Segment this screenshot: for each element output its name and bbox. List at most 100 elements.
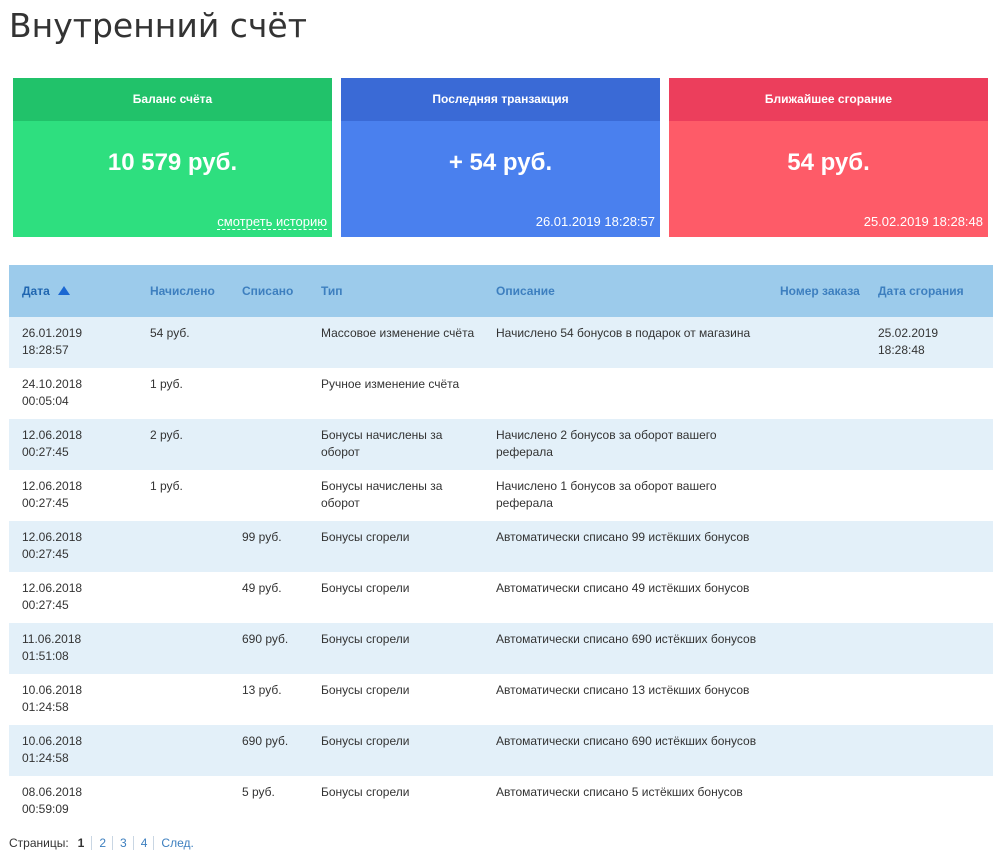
cell-type: Бонусы сгорели <box>321 632 410 646</box>
cell-date: 10.06.2018 01:24:58 <box>9 674 137 725</box>
cell-credited: 54 руб. <box>150 326 190 340</box>
table-row: 12.06.2018 00:27:45 49 руб. Бонусы сгорели А… <box>9 572 993 623</box>
cell-debited: 99 руб. <box>242 530 282 544</box>
cell-description: Автоматически списано 690 истёкших бонус… <box>496 734 757 748</box>
cell-type: Бонусы сгорели <box>321 734 410 748</box>
cell-description: Автоматически списано 5 истёкших бонусов <box>496 785 743 799</box>
cell-credited <box>137 623 229 674</box>
cell-date: 12.06.2018 00:27:45 <box>9 572 137 623</box>
cell-expiration-date: 25.02.2019 18:28:48 <box>865 317 993 368</box>
column-header-date[interactable]: Дата <box>9 265 137 317</box>
cell-date-day: 08.06.2018 <box>22 785 83 799</box>
balance-card-footer: смотреть историю <box>217 214 327 230</box>
column-header-credited[interactable]: Начислено <box>150 284 215 298</box>
column-header-expiration-date[interactable]: Дата сгорания <box>878 284 964 298</box>
cell-order-number <box>767 623 865 674</box>
pagination-page-3[interactable]: 3 <box>112 836 133 850</box>
column-header-debited[interactable]: Списано <box>242 284 294 298</box>
cell-type: Бонусы сгорели <box>321 581 410 595</box>
cell-date: 12.06.2018 00:27:45 <box>9 521 137 572</box>
cell-credited <box>137 725 229 776</box>
cell-date-time: 01:24:58 <box>22 751 69 765</box>
cell-date-day: 24.10.2018 <box>22 377 83 391</box>
table-row: 12.06.2018 00:27:45 1 руб. Бонусы начислены… <box>9 470 993 521</box>
table-header-row: Дата Начислено Списано Тип Описание Номе… <box>9 265 993 317</box>
next-expiration-title: Ближайшее сгорание <box>669 78 988 121</box>
column-header-description[interactable]: Описание <box>496 284 555 298</box>
cell-type: Бонусы начислены за оборот <box>321 428 443 459</box>
cell-date-time: 00:27:45 <box>22 445 69 459</box>
cell-date-time: 00:27:45 <box>22 547 69 561</box>
table-row: 10.06.2018 01:24:58 690 руб. Бонусы сгорели… <box>9 725 993 776</box>
cell-credited: 1 руб. <box>150 377 183 391</box>
cell-order-number <box>767 470 865 521</box>
cell-order-number <box>767 317 865 368</box>
cell-type: Бонусы сгорели <box>321 530 410 544</box>
cell-date-time: 01:51:08 <box>22 649 69 663</box>
cell-date: 11.06.2018 01:51:08 <box>9 623 137 674</box>
cell-date-day: 12.06.2018 <box>22 479 83 493</box>
cell-debited: 690 руб. <box>242 632 289 646</box>
last-transaction-value: + 54 руб. <box>448 149 553 176</box>
cell-expiration-date <box>865 521 993 572</box>
pagination: Страницы: 1 2 3 4 След. <box>9 835 200 851</box>
cell-credited <box>137 674 229 725</box>
page-title: Внутренний счёт <box>9 6 307 45</box>
cell-expiration-date <box>865 623 993 674</box>
cell-date: 08.06.2018 00:59:09 <box>9 776 137 827</box>
cell-debited <box>229 470 308 521</box>
last-transaction-title: Последняя транзакция <box>341 78 660 121</box>
cell-expiration-date <box>865 674 993 725</box>
cell-order-number <box>767 776 865 827</box>
table-row: 12.06.2018 00:27:45 2 руб. Бонусы начислены… <box>9 419 993 470</box>
cell-date-day: 10.06.2018 <box>22 683 83 697</box>
pagination-next[interactable]: След. <box>153 836 200 850</box>
table-row: 11.06.2018 01:51:08 690 руб. Бонусы сгорели… <box>9 623 993 674</box>
cell-order-number <box>767 674 865 725</box>
cell-expiration-date <box>865 725 993 776</box>
cell-description <box>483 368 767 419</box>
column-header-order-number[interactable]: Номер заказа <box>780 284 860 298</box>
cell-order-number <box>767 419 865 470</box>
cell-debited: 13 руб. <box>242 683 282 697</box>
cell-expiration-date-time: 18:28:48 <box>878 343 925 357</box>
cell-debited: 5 руб. <box>242 785 275 799</box>
cell-debited <box>229 317 308 368</box>
column-header-type[interactable]: Тип <box>321 284 343 298</box>
cell-date-time: 00:27:45 <box>22 496 69 510</box>
cell-description: Автоматически списано 690 истёкших бонус… <box>496 632 757 646</box>
cell-expiration-date <box>865 470 993 521</box>
next-expiration-value: 54 руб. <box>787 149 870 176</box>
cell-date-day: 12.06.2018 <box>22 530 83 544</box>
cell-date-time: 00:27:45 <box>22 598 69 612</box>
cell-description: Автоматически списано 49 истёкших бонусо… <box>496 581 750 595</box>
cell-date: 26.01.2019 18:28:57 <box>9 317 137 368</box>
last-transaction-card: Последняя транзакция + 54 руб. 26.01.201… <box>341 78 660 237</box>
pagination-page-4[interactable]: 4 <box>132 836 154 850</box>
balance-value: 10 579 руб. <box>107 149 238 176</box>
cell-date-time: 01:24:58 <box>22 700 69 714</box>
cell-description: Автоматически списано 13 истёкших бонусо… <box>496 683 750 697</box>
cell-date: 10.06.2018 01:24:58 <box>9 725 137 776</box>
cell-description: Начислено 2 бонусов за оборот вашего реф… <box>496 428 717 459</box>
cell-debited <box>229 419 308 470</box>
view-history-link[interactable]: смотреть историю <box>217 214 327 230</box>
cell-credited: 2 руб. <box>150 428 183 442</box>
cell-expiration-date <box>865 776 993 827</box>
cell-type: Массовое изменение счёта <box>321 326 475 340</box>
cell-credited <box>137 572 229 623</box>
cell-order-number <box>767 725 865 776</box>
balance-card-title: Баланс счёта <box>13 78 332 121</box>
cell-date-day: 12.06.2018 <box>22 581 83 595</box>
last-transaction-date: 26.01.2019 18:28:57 <box>535 214 655 229</box>
cell-order-number <box>767 368 865 419</box>
cell-order-number <box>767 572 865 623</box>
sort-ascending-icon <box>57 286 70 295</box>
cell-credited <box>137 521 229 572</box>
table-row: 24.10.2018 00:05:04 1 руб. Ручное изменение… <box>9 368 993 419</box>
balance-card: Баланс счёта 10 579 руб. смотреть истори… <box>13 78 332 237</box>
cell-description: Автоматически списано 99 истёкших бонусо… <box>496 530 750 544</box>
summary-cards: Баланс счёта 10 579 руб. смотреть истори… <box>13 78 988 237</box>
pagination-page-2[interactable]: 2 <box>91 836 113 850</box>
cell-expiration-date <box>865 368 993 419</box>
